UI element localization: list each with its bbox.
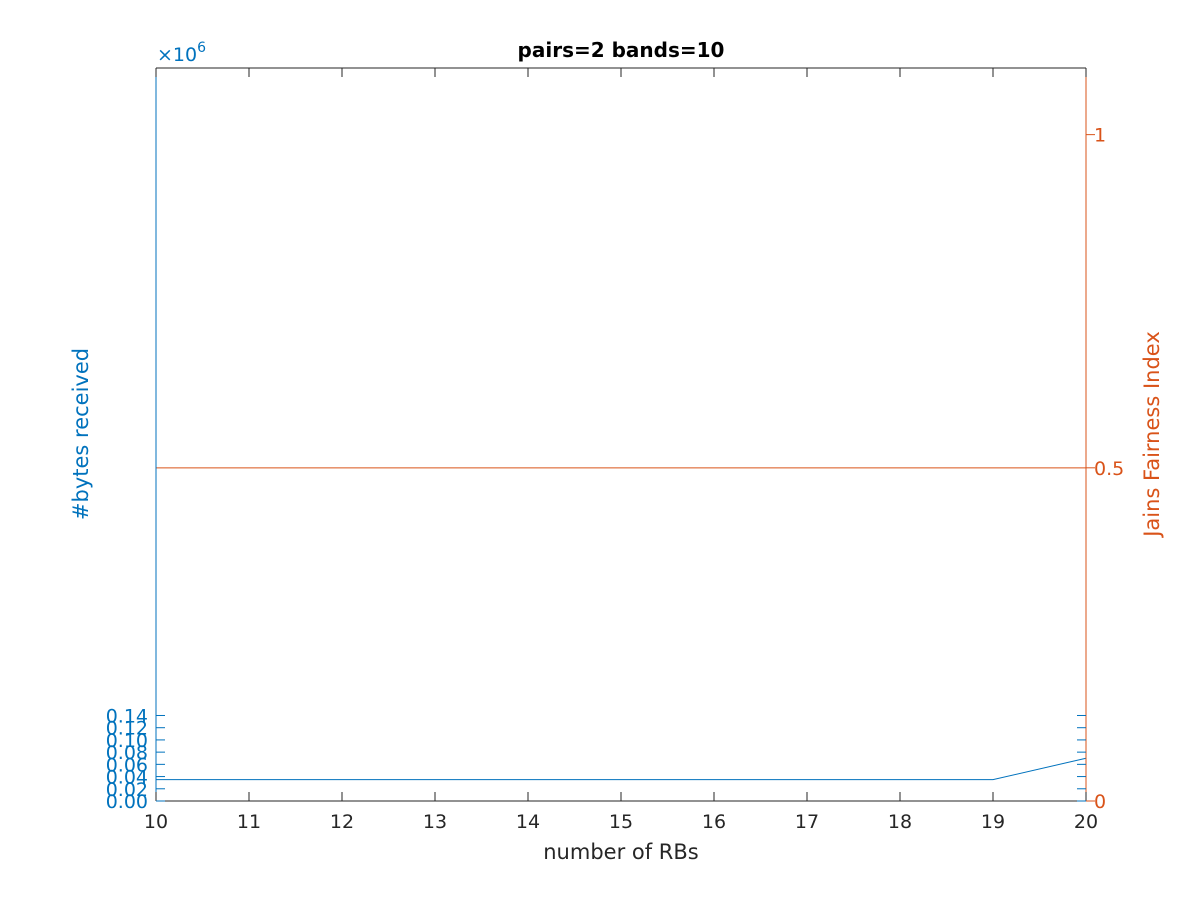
x-axis-label: number of RBs: [543, 840, 699, 864]
left-y-tick-label: 0.06: [106, 754, 148, 776]
x-tick-label: 15: [609, 811, 633, 833]
right-y-axis-label: Jains Fairness Index: [1140, 331, 1164, 539]
x-tick-label: 11: [237, 811, 261, 833]
right-y-tick-label: 1: [1094, 125, 1106, 147]
series-layer: [156, 467, 1087, 781]
left-y-axis-label: #bytes received: [69, 348, 93, 520]
series-line-left: [156, 757, 1087, 781]
left-y-tick-label: 0.14: [106, 705, 148, 727]
right-y-tick-label: 0: [1094, 791, 1106, 813]
x-tick-label: 13: [423, 811, 447, 833]
x-tick-label: 16: [702, 811, 726, 833]
left-exponent-label: ×106: [157, 40, 206, 66]
x-tick-label: 18: [888, 811, 912, 833]
left-y-tick-label: 0.02: [106, 779, 148, 801]
chart-title: pairs=2 bands=10: [518, 38, 725, 62]
axes-layer: 10 11 12 13 14 15 16 17 18 19 200.000.020.040.060.…: [106, 67, 1124, 833]
left-y-tick-label: 0.00: [106, 791, 148, 813]
left-y-tick-label: 0.10: [106, 730, 148, 752]
x-tick-label: 10: [144, 811, 168, 833]
x-tick-label: 12: [330, 811, 354, 833]
x-tick-label: 17: [795, 811, 819, 833]
x-tick-label: 14: [516, 811, 540, 833]
x-tick-label: 20: [1074, 811, 1098, 833]
left-y-tick-label: 0.12: [106, 718, 148, 740]
left-y-tick-label: 0.08: [106, 742, 148, 764]
left-y-tick-label: 0.04: [106, 767, 148, 789]
left-exponent-power: 6: [197, 40, 206, 56]
x-tick-label: 19: [981, 811, 1005, 833]
left-exponent-base: ×10: [157, 44, 197, 66]
plot-area: [156, 68, 1086, 801]
right-y-tick-label: 0.5: [1094, 458, 1124, 480]
